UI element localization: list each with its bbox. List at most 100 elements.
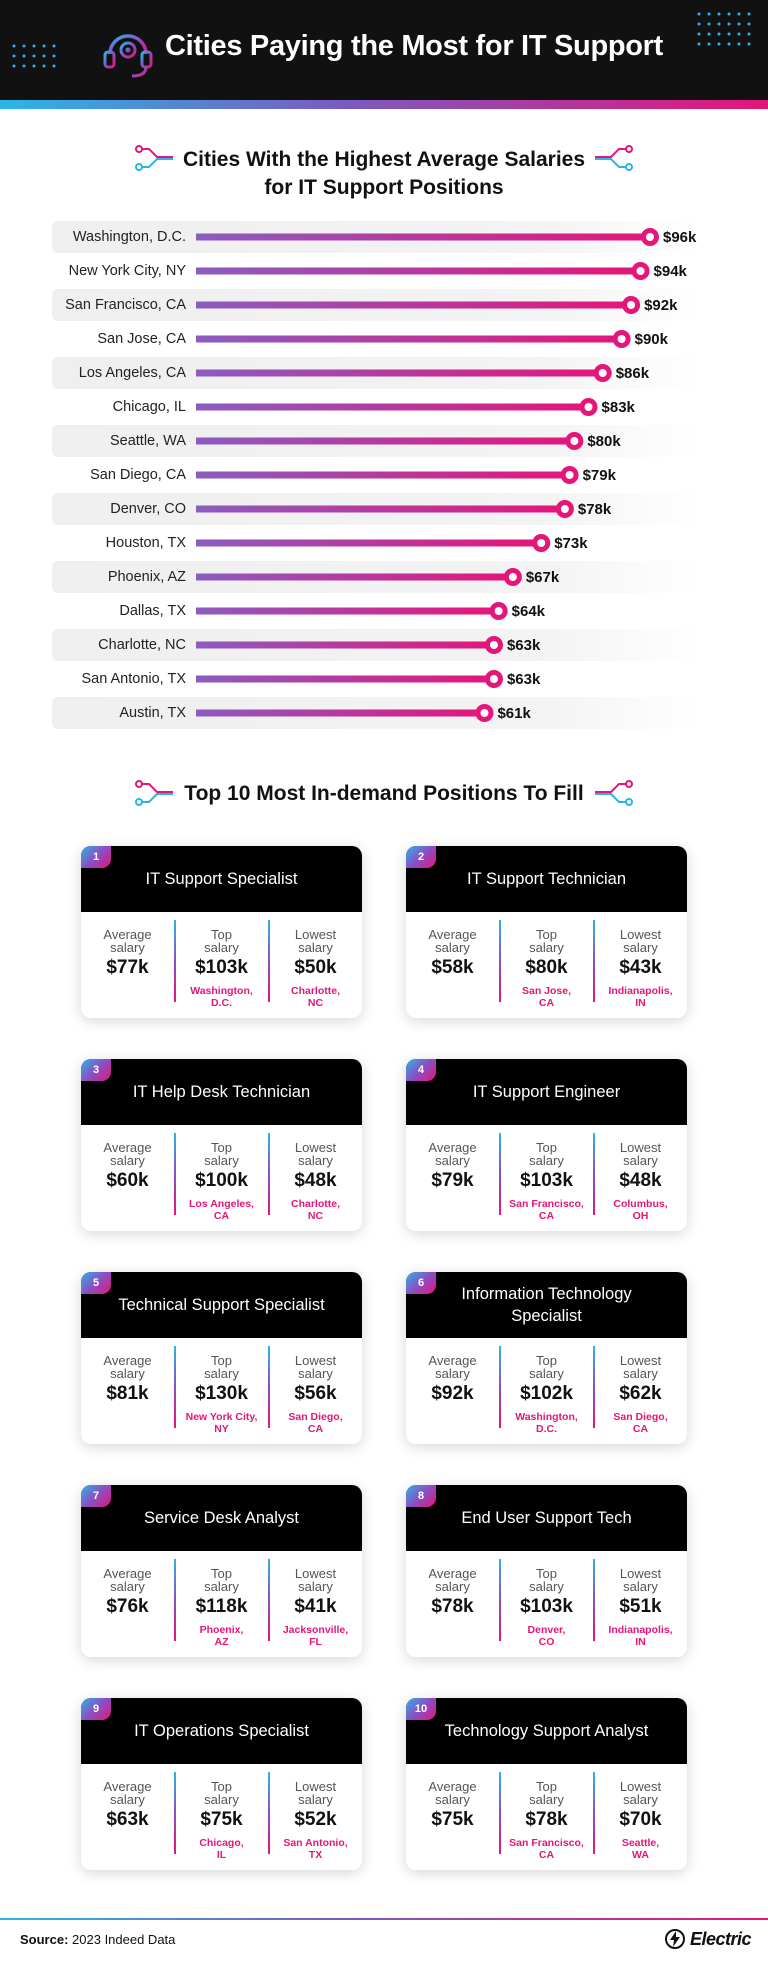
salary-bar — [196, 335, 622, 343]
rank-badge: 2 — [406, 846, 436, 868]
top-salary-label: Top salary — [529, 1779, 564, 1807]
salary-bar — [196, 233, 650, 241]
source-note: Source: 2023 Indeed Data — [20, 1932, 175, 1947]
rank-badge: 8 — [406, 1485, 436, 1507]
column-divider — [593, 1346, 595, 1428]
lowest-salary-label: Lowest salary — [619, 1779, 662, 1807]
lowest-salary-col: Lowest salary $56k San Diego, CA — [269, 1338, 362, 1444]
lowest-salary-city: San Diego, CA — [288, 1411, 343, 1435]
salary-bar — [196, 471, 570, 479]
lowest-salary-value: $51k — [619, 1596, 662, 1617]
top-salary-city: Washington, D.C. — [190, 985, 253, 1009]
city-label: Houston, TX — [105, 535, 186, 551]
position-title-text: Technical Support Specialist — [118, 1296, 325, 1314]
top-salary-value: $103k — [195, 957, 248, 978]
city-label: New York City, NY — [68, 263, 186, 279]
top-salary-city: San Jose, CA — [521, 985, 572, 1009]
rank-badge: 10 — [406, 1698, 436, 1720]
top-salary-city: Denver, CO — [527, 1624, 566, 1648]
lowest-salary-col: Lowest salary $62k San Diego, CA — [594, 1338, 687, 1444]
position-title-text: Service Desk Analyst — [144, 1509, 299, 1527]
position-title: IT Operations Specialist — [81, 1698, 362, 1764]
column-divider — [174, 1559, 176, 1641]
value-label: $67k — [525, 569, 560, 586]
top-salary-col: Top salary $80k San Jose, CA — [500, 912, 593, 1018]
top-salary-label: Top salary — [204, 1140, 239, 1168]
lowest-salary-city: Columbus, OH — [613, 1198, 668, 1222]
column-divider — [268, 1133, 270, 1215]
rank-badge: 6 — [406, 1272, 436, 1294]
dot-grid-decoration — [697, 12, 751, 46]
lowest-salary-city: Seattle, WA — [621, 1837, 660, 1861]
column-divider — [593, 1559, 595, 1641]
average-salary-value: $79k — [431, 1170, 474, 1191]
average-salary-col: Average salary $76k — [81, 1551, 174, 1657]
top-salary-col: Top salary $78k San Francisco, CA — [500, 1764, 593, 1870]
average-salary-col: Average salary $92k — [406, 1338, 499, 1444]
position-title-text: Information Technology Specialist — [461, 1285, 632, 1325]
bar-end-marker-center — [494, 607, 503, 615]
position-title-text: End User Support Tech — [461, 1509, 632, 1527]
city-label: Austin, TX — [119, 705, 186, 721]
position-title-text: Technology Support Analyst — [444, 1722, 649, 1740]
top-salary-col: Top salary $103k Washington, D.C. — [175, 912, 268, 1018]
bar-end-marker-center — [617, 335, 626, 343]
column-divider — [174, 1772, 176, 1854]
bar-end-marker-center — [489, 641, 498, 649]
top-salary-col: Top salary $130k New York City, NY — [175, 1338, 268, 1444]
bar-end-marker-center — [627, 301, 636, 309]
average-salary-value: $58k — [431, 957, 474, 978]
circuit-left-icon — [135, 780, 173, 806]
value-label: $64k — [511, 603, 546, 620]
top-salary-value: $102k — [520, 1383, 573, 1404]
average-salary-label: Average salary — [428, 1140, 477, 1168]
lowest-salary-value: $41k — [294, 1596, 337, 1617]
value-label: $61k — [497, 705, 531, 722]
city-label: Los Angeles, CA — [78, 365, 186, 381]
lowest-salary-label: Lowest salary — [294, 927, 337, 955]
average-salary-col: Average salary $58k — [406, 912, 499, 1018]
salary-bar — [196, 709, 485, 717]
top-salary-value: $130k — [195, 1383, 248, 1404]
lowest-salary-label: Lowest salary — [294, 1353, 337, 1381]
value-label: $83k — [601, 399, 635, 416]
top-salary-label: Top salary — [529, 1566, 564, 1594]
city-label: San Diego, CA — [90, 467, 186, 483]
column-divider — [268, 1772, 270, 1854]
top-salary-label: Top salary — [529, 1140, 564, 1168]
lowest-salary-value: $50k — [294, 957, 337, 978]
city-label: San Francisco, CA — [65, 297, 186, 313]
rank-badge: 1 — [81, 846, 111, 868]
lowest-salary-col: Lowest salary $43k Indianapolis, IN — [594, 912, 687, 1018]
average-salary-value: $78k — [431, 1596, 474, 1617]
top-salary-label: Top salary — [204, 1779, 239, 1807]
top-salary-col: Top salary $103k San Francisco, CA — [500, 1125, 593, 1231]
average-salary-label: Average salary — [103, 927, 152, 955]
position-card: IT Support Technician 2 Average salary $58k T… — [406, 846, 687, 1018]
position-card: Technology Support Analyst 10 Average salar… — [406, 1698, 687, 1870]
bar-end-marker-center — [537, 539, 546, 547]
top-salary-city: San Francisco, CA — [509, 1198, 584, 1222]
bar-end-marker-center — [508, 573, 517, 581]
position-title: IT Help Desk Technician — [81, 1059, 362, 1125]
column-divider — [268, 1559, 270, 1641]
column-divider — [499, 920, 501, 1002]
column-divider — [174, 920, 176, 1002]
top-salary-label: Top salary — [204, 1566, 239, 1594]
top-salary-value: $118k — [195, 1596, 248, 1617]
column-divider — [499, 1133, 501, 1215]
average-salary-value: $92k — [431, 1383, 474, 1404]
lowest-salary-label: Lowest salary — [619, 927, 662, 955]
lowest-salary-label: Lowest salary — [294, 1566, 337, 1594]
position-title: IT Support Engineer — [406, 1059, 687, 1125]
footer-gradient-line — [0, 1918, 768, 1920]
average-salary-label: Average salary — [428, 1353, 477, 1381]
average-salary-label: Average salary — [103, 1353, 152, 1381]
lowest-salary-city: San Diego, CA — [613, 1411, 668, 1435]
lowest-salary-city: Charlotte, NC — [290, 1198, 340, 1222]
average-salary-value: $75k — [431, 1809, 474, 1830]
rank-badge: 3 — [81, 1059, 111, 1081]
average-salary-value: $60k — [106, 1170, 149, 1191]
city-label: Washington, D.C. — [72, 229, 186, 245]
city-label: Denver, CO — [110, 501, 186, 517]
